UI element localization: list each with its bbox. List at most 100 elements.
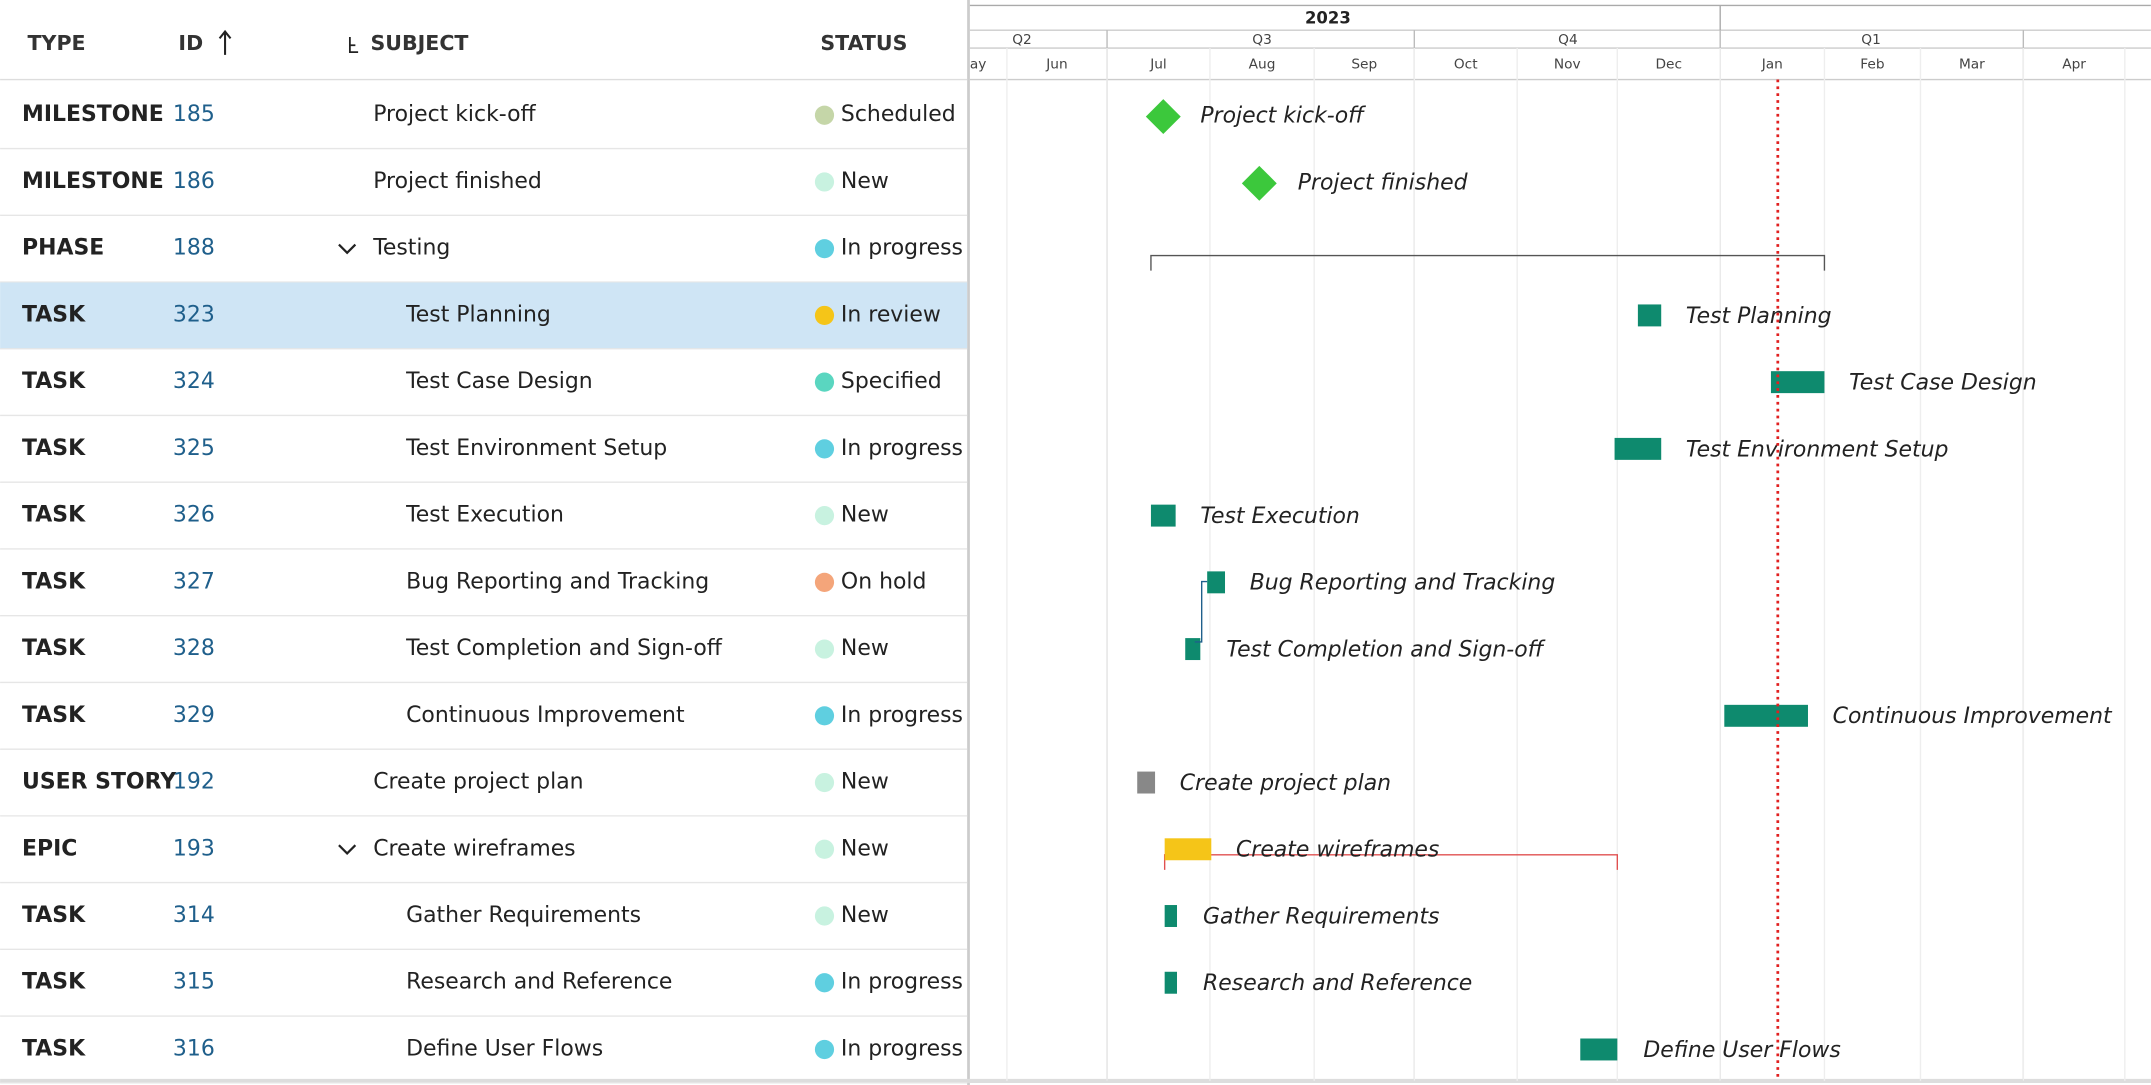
type-cell: TASK	[22, 503, 86, 528]
id-cell[interactable]: 325	[173, 436, 215, 461]
id-cell[interactable]: 314	[173, 903, 215, 928]
work-package-bar[interactable]	[1770, 371, 1825, 394]
quarter-label: Q3	[1252, 32, 1272, 48]
work-package-bar[interactable]	[1637, 304, 1662, 327]
work-package-bar[interactable]	[1207, 571, 1226, 594]
id-cell[interactable]: 329	[173, 703, 215, 728]
status-cell[interactable]: In progress	[841, 703, 963, 728]
status-dot	[814, 1039, 835, 1060]
bar-label: Test Planning	[1686, 304, 1832, 329]
id-cell[interactable]: 327	[173, 569, 215, 594]
type-cell: EPIC	[22, 836, 77, 861]
status-cell[interactable]: On hold	[841, 569, 927, 594]
rows: MILESTONE 185 Project kick-off Scheduled Pro…	[0, 79, 2113, 1084]
status-dot	[814, 839, 835, 859]
id-cell[interactable]: 323	[173, 302, 215, 327]
timeline: 2023 Q2 Q3 Q4 Q1 ay Jun Jul Aug Sep Oct Nov Dec Jan Fe…	[970, 4, 2151, 1081]
status-cell[interactable]: New	[841, 503, 889, 528]
bar-label: Test Execution	[1200, 504, 1360, 529]
col-subject[interactable]: SUBJECT	[370, 31, 468, 55]
month-label: Apr	[2062, 56, 2086, 72]
type-cell: PHASE	[22, 236, 104, 261]
subject-cell[interactable]: Bug Reporting and Tracking	[406, 569, 709, 594]
status-cell[interactable]: New	[841, 636, 889, 661]
id-cell[interactable]: 188	[173, 236, 215, 261]
subject-cell[interactable]: Test Execution	[405, 503, 564, 528]
type-cell: TASK	[22, 369, 86, 394]
type-cell: TASK	[22, 1036, 86, 1061]
status-cell[interactable]: Specified	[841, 369, 942, 394]
id-cell[interactable]: 185	[173, 102, 215, 127]
expand-toggle[interactable]	[338, 243, 357, 255]
col-status[interactable]: STATUS	[820, 31, 907, 55]
status-cell[interactable]: In progress	[841, 436, 963, 461]
work-package-bar[interactable]	[1137, 771, 1156, 794]
quarter-label: Q2	[1012, 32, 1032, 48]
status-cell[interactable]: New	[841, 169, 889, 194]
work-package-bar[interactable]	[1164, 838, 1212, 861]
subject-cell[interactable]: Test Environment Setup	[405, 436, 667, 461]
subject-cell[interactable]: Test Planning	[405, 302, 551, 327]
bar-label: Project kick-off	[1200, 104, 1366, 129]
id-cell[interactable]: 193	[173, 836, 215, 861]
hierarchy-icon[interactable]	[348, 37, 359, 54]
status-cell[interactable]: New	[841, 836, 889, 861]
work-package-bar[interactable]	[1164, 905, 1178, 927]
dependency	[1194, 580, 1208, 643]
status-cell[interactable]: In progress	[841, 970, 963, 995]
epic-bracket	[1163, 854, 1618, 870]
status-dot	[814, 906, 835, 926]
id-cell[interactable]: 315	[173, 970, 215, 995]
subject-cell[interactable]: Create wireframes	[373, 836, 575, 861]
subject-cell[interactable]: Test Completion and Sign-off	[405, 636, 723, 661]
status-cell[interactable]: New	[841, 770, 889, 795]
work-package-bar[interactable]	[1724, 704, 1808, 727]
subject-cell[interactable]: Project finished	[373, 169, 542, 194]
subject-cell[interactable]: Test Case Design	[405, 369, 593, 394]
month-label: ay	[970, 56, 987, 72]
bar-label: Gather Requirements	[1203, 904, 1439, 929]
status-cell[interactable]: In review	[841, 302, 941, 327]
status-cell[interactable]: In progress	[841, 236, 963, 261]
status-cell[interactable]: New	[841, 903, 889, 928]
work-package-bar[interactable]	[1164, 971, 1178, 994]
subject-cell[interactable]: Project kick-off	[373, 102, 536, 127]
month-label: Jan	[1761, 56, 1783, 72]
status-cell[interactable]: Scheduled	[841, 102, 956, 127]
work-package-bar[interactable]	[1614, 437, 1662, 460]
bar-label: Create wireframes	[1236, 838, 1439, 863]
work-package-bar[interactable]	[1580, 1038, 1618, 1061]
subject-cell[interactable]: Continuous Improvement	[406, 703, 685, 728]
id-cell[interactable]: 328	[173, 636, 215, 661]
bar-label: Research and Reference	[1203, 971, 1472, 996]
type-cell: TASK	[22, 302, 86, 327]
work-package-bar[interactable]	[1150, 504, 1176, 527]
quarter-label: Q4	[1558, 32, 1578, 48]
id-cell[interactable]: 326	[173, 503, 215, 528]
id-cell[interactable]: 324	[173, 369, 215, 394]
id-cell[interactable]: 192	[173, 770, 215, 795]
status-dot	[814, 305, 835, 326]
id-cell[interactable]: 316	[173, 1036, 215, 1061]
subject-cell[interactable]: Define User Flows	[406, 1036, 603, 1061]
work-package-bar[interactable]	[1185, 638, 1201, 661]
selected-row	[0, 282, 968, 350]
id-cell[interactable]: 186	[173, 169, 215, 194]
bar-label: Project finished	[1298, 170, 1469, 195]
month-label: Nov	[1554, 56, 1581, 72]
bar-label: Test Completion and Sign-off	[1226, 637, 1545, 662]
subject-cell[interactable]: Research and Reference	[406, 970, 672, 995]
col-id[interactable]: ID	[178, 31, 203, 55]
status-dot	[814, 105, 835, 125]
status-dot	[814, 973, 835, 993]
status-cell[interactable]: In progress	[841, 1036, 963, 1061]
col-type[interactable]: TYPE	[28, 31, 86, 55]
subject-cell[interactable]: Create project plan	[373, 770, 583, 795]
expand-toggle[interactable]	[338, 844, 357, 855]
subject-cell[interactable]: Testing	[372, 236, 450, 261]
sort-icon[interactable]	[218, 29, 232, 55]
subject-cell[interactable]: Gather Requirements	[406, 903, 641, 928]
phase-bracket[interactable]	[1150, 254, 1826, 271]
